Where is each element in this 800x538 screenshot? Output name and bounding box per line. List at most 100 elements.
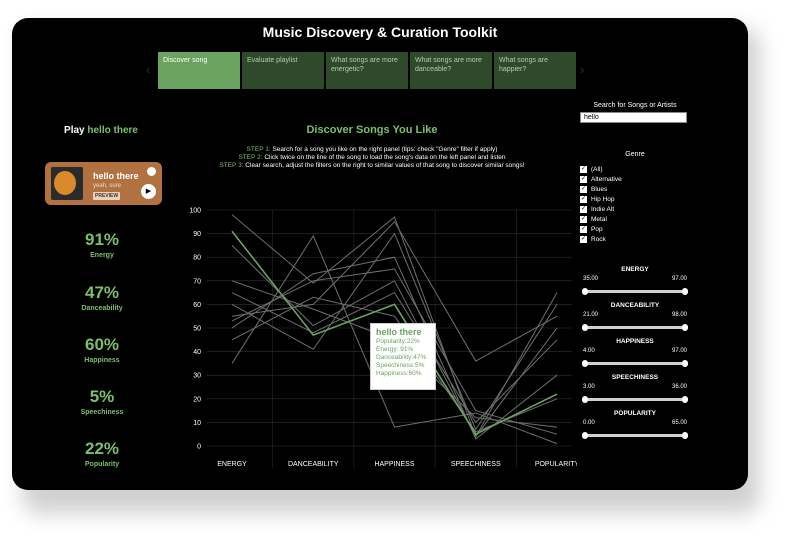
checkbox-icon: ✓	[580, 165, 587, 173]
y-tick-label: 100	[189, 208, 201, 215]
danceability-slider[interactable]: DANCEABILITY 21.00 98.00	[580, 302, 690, 338]
energy-max: 97.00	[671, 276, 687, 282]
song-tooltip: hello there Popularity:22% Energy: 91% D…	[370, 323, 436, 390]
checkbox-icon: ✓	[580, 195, 587, 203]
x-axis-label: POPULARITY	[535, 461, 577, 468]
danceability-max: 98.00	[671, 312, 687, 318]
main-heading: Discover Songs You Like	[306, 124, 438, 136]
slider-handle-min[interactable]	[582, 360, 588, 367]
play-prefix: Play	[64, 125, 85, 136]
song-line[interactable]	[231, 220, 558, 362]
y-tick-label: 30	[193, 373, 201, 380]
checkbox-icon: ✓	[580, 235, 587, 243]
slider-handle-max[interactable]	[682, 360, 688, 367]
checkbox-icon: ✓	[580, 215, 587, 223]
stat-happiness-value: 60%	[84, 335, 120, 354]
tab-happier[interactable]: What songs are happier?	[494, 52, 576, 89]
stat-happiness-label: Happiness	[84, 357, 120, 364]
stat-popularity-value: 22%	[84, 439, 120, 458]
song-line[interactable]	[231, 232, 558, 431]
speechiness-slider-label: SPEECHINESS	[611, 374, 659, 381]
genre-option-indie-alt[interactable]: ✓ Indie Alt	[580, 205, 615, 213]
tooltip-speechiness: Speechiness:5%	[376, 362, 425, 369]
x-axis-label: DANCEABILITY	[288, 461, 339, 468]
energy-slider[interactable]: ENERGY 35.00 97.00	[580, 266, 690, 302]
y-tick-label: 50	[193, 326, 201, 333]
checkbox-icon: ✓	[580, 205, 587, 213]
slider-handle-min[interactable]	[582, 432, 588, 439]
genre-option-hip-hop[interactable]: ✓ Hip Hop	[580, 195, 615, 203]
happiness-slider-label: HAPPINESS	[616, 338, 654, 345]
play-song-name: hello there	[87, 125, 138, 136]
tab-evaluate-playlist[interactable]: Evaluate playlist	[242, 52, 324, 89]
song-line[interactable]	[231, 256, 558, 440]
speechiness-max: 36.00	[671, 384, 687, 390]
stat-energy: 91% Energy	[52, 230, 152, 259]
genre-option-metal[interactable]: ✓ Metal	[580, 215, 607, 223]
genre-option-alternative[interactable]: ✓ Alternative	[580, 175, 622, 183]
genre-option-all[interactable]: ✓ (All)	[580, 165, 603, 173]
tooltip-title: hello there	[376, 327, 422, 337]
slider-handle-max[interactable]	[682, 288, 688, 295]
danceability-min: 21.00	[583, 312, 599, 318]
slider-handle-max[interactable]	[682, 324, 688, 331]
spotify-player-card[interactable]: hello there yeah, sure PREVIEW ▶	[45, 162, 162, 205]
app-title: Music Discovery & Curation Toolkit	[262, 24, 498, 40]
song-line[interactable]	[231, 234, 558, 445]
x-axis-label: HAPPINESS	[374, 461, 414, 468]
x-axis-label: ENERGY	[217, 461, 247, 468]
parallel-coordinates-chart[interactable]: 0 10 20 30 40 50 60 70 80 90 100 ENERGY DANCEABILITY…	[177, 196, 577, 476]
card-artist: yeah, sure	[93, 183, 122, 189]
y-tick-label: 20	[193, 396, 201, 403]
stat-speechiness-label: Speechiness	[80, 409, 124, 416]
play-button-icon[interactable]: ▶	[141, 184, 156, 199]
search-label: Search for Songs or Artists	[593, 102, 677, 109]
card-song-title: hello there	[93, 171, 139, 181]
album-art	[51, 167, 83, 200]
happiness-slider[interactable]: HAPPINESS 4.00 97.00	[580, 338, 690, 374]
checkbox-icon: ✓	[580, 175, 587, 183]
tooltip-happiness: Happiness:60%	[376, 370, 422, 377]
stat-speechiness: 5% Speechiness	[52, 387, 152, 416]
song-line[interactable]	[231, 291, 558, 424]
slider-handle-max[interactable]	[682, 396, 688, 403]
search-input[interactable]	[580, 112, 687, 123]
song-line[interactable]	[231, 268, 558, 435]
stat-danceability-label: Danceability	[81, 305, 123, 312]
step-3-label: STEP 3:	[219, 162, 244, 169]
popularity-slider-label: POPULARITY	[614, 410, 656, 417]
stat-danceability: 47% Danceability	[52, 283, 152, 312]
happiness-max: 97.00	[671, 348, 687, 354]
popularity-max: 65.00	[671, 420, 687, 426]
y-tick-label: 40	[193, 349, 201, 356]
happiness-min: 4.00	[583, 348, 595, 354]
play-heading: Play hello there	[12, 125, 190, 136]
tabs-right-arrow-icon[interactable]: ›	[580, 62, 585, 77]
stat-energy-label: Energy	[90, 252, 114, 259]
steps-instructions: STEP 1: Search for a song you like on th…	[172, 146, 572, 170]
genre-option-blues[interactable]: ✓ Blues	[580, 185, 608, 193]
tabs-left-arrow-icon[interactable]: ‹	[146, 62, 151, 77]
speechiness-slider[interactable]: SPEECHINESS 3.00 36.00	[580, 374, 690, 410]
selected-song-line[interactable]	[231, 230, 558, 436]
step-1-text: Search for a song you like on the right …	[270, 146, 498, 153]
popularity-slider[interactable]: POPULARITY 0.00 65.00	[580, 410, 690, 446]
genre-option-pop[interactable]: ✓ Pop	[580, 225, 603, 233]
tab-more-danceable[interactable]: What songs are more danceable?	[410, 52, 492, 89]
y-tick-label: 90	[193, 231, 201, 238]
genre-title: Genre	[625, 151, 645, 158]
genre-filter: Genre ✓ (All) ✓ Alternative ✓ Blues ✓ Hip Ho…	[580, 151, 690, 244]
tab-discover-song[interactable]: Discover song	[158, 52, 240, 89]
genre-option-rock[interactable]: ✓ Rock	[580, 235, 606, 243]
song-line[interactable]	[231, 245, 558, 438]
slider-handle-min[interactable]	[582, 396, 588, 403]
tooltip-danceability: Danceability:47%	[376, 354, 427, 361]
slider-handle-min[interactable]	[582, 324, 588, 331]
step-1-label: STEP 1:	[246, 146, 271, 153]
tab-more-energetic[interactable]: What songs are more energetic?	[326, 52, 408, 89]
slider-handle-min[interactable]	[582, 288, 588, 295]
checkbox-icon: ✓	[580, 225, 587, 233]
slider-handle-max[interactable]	[682, 432, 688, 439]
app-window: Music Discovery & Curation Toolkit ‹ Dis…	[12, 18, 748, 490]
spotify-logo-icon	[147, 167, 156, 176]
